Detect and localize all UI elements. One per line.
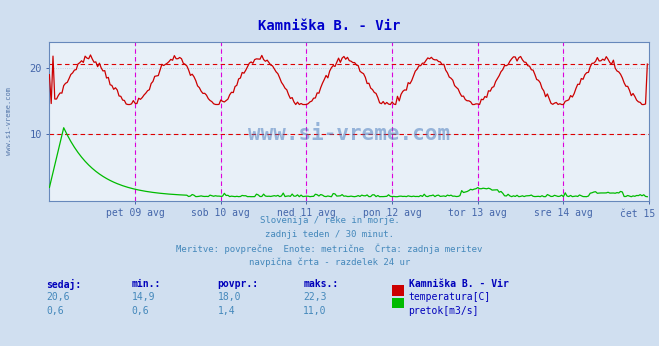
Text: Slovenija / reke in morje.: Slovenija / reke in morje. [260, 216, 399, 225]
Text: 14,9: 14,9 [132, 292, 156, 302]
Text: povpr.:: povpr.: [217, 279, 258, 289]
Text: temperatura[C]: temperatura[C] [409, 292, 491, 302]
Text: 18,0: 18,0 [217, 292, 241, 302]
Text: navpična črta - razdelek 24 ur: navpična črta - razdelek 24 ur [249, 258, 410, 267]
Text: sedaj:: sedaj: [46, 279, 81, 290]
Text: maks.:: maks.: [303, 279, 338, 289]
Text: Kamniška B. - Vir: Kamniška B. - Vir [258, 19, 401, 33]
Text: min.:: min.: [132, 279, 161, 289]
Text: www.si-vreme.com: www.si-vreme.com [5, 87, 12, 155]
Text: 1,4: 1,4 [217, 306, 235, 316]
Text: pretok[m3/s]: pretok[m3/s] [409, 306, 479, 316]
Text: 20,6: 20,6 [46, 292, 70, 302]
Text: zadnji teden / 30 minut.: zadnji teden / 30 minut. [265, 230, 394, 239]
Text: 11,0: 11,0 [303, 306, 327, 316]
Text: Kamniška B. - Vir: Kamniška B. - Vir [409, 279, 509, 289]
Text: 22,3: 22,3 [303, 292, 327, 302]
Text: www.si-vreme.com: www.si-vreme.com [248, 124, 450, 144]
Text: 0,6: 0,6 [46, 306, 64, 316]
Text: 0,6: 0,6 [132, 306, 150, 316]
Text: Meritve: povprečne  Enote: metrične  Črta: zadnja meritev: Meritve: povprečne Enote: metrične Črta:… [177, 244, 482, 254]
